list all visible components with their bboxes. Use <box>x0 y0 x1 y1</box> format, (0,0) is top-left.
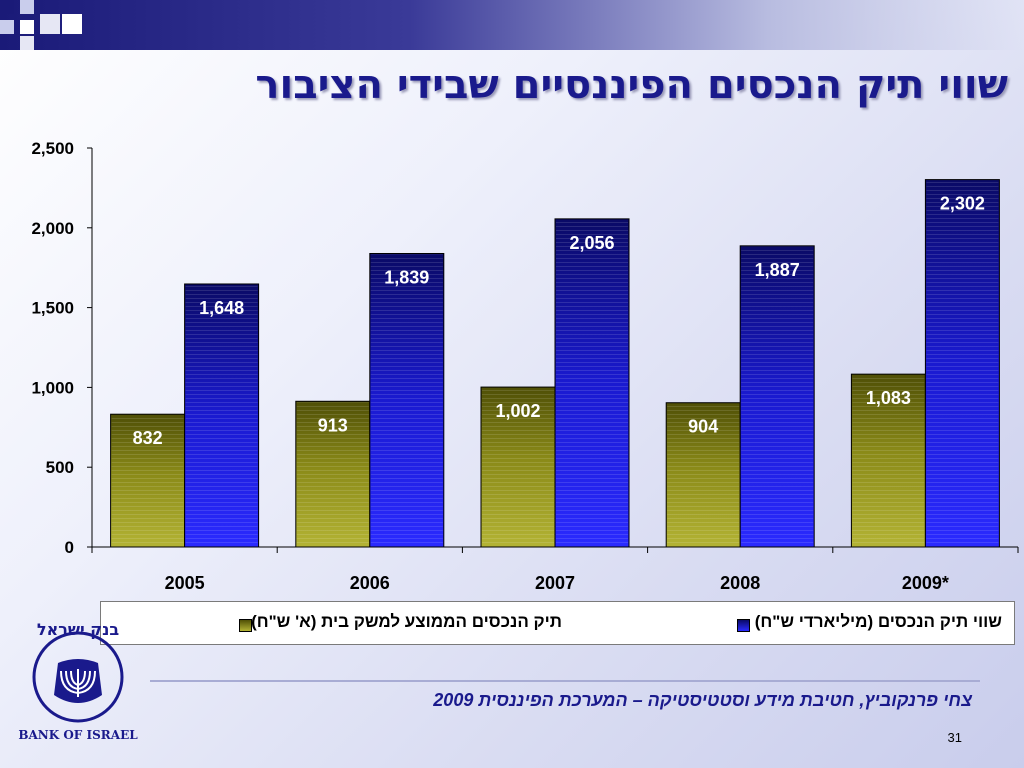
bar-household-texture <box>852 375 925 546</box>
bar-total-texture <box>926 180 999 546</box>
logo-hebrew-text: בנק ישראל <box>37 620 119 639</box>
decor-square <box>0 20 14 34</box>
footer-divider <box>150 680 980 682</box>
bar-household-texture <box>667 403 740 546</box>
decor-square <box>40 14 60 34</box>
bar-total-texture <box>370 254 443 546</box>
bar-chart: 0 500 1,000 1,500 2,000 2,500 2005 832 1,648 200… <box>31 139 1019 593</box>
data-label: 832 <box>133 428 163 448</box>
bank-of-israel-logo: בנק ישראל BANK OF ISRAEL <box>18 615 153 750</box>
x-tick-label: 2009* <box>902 573 949 593</box>
data-label: 913 <box>318 415 348 435</box>
data-label: 2,056 <box>569 233 614 253</box>
bar-total-texture <box>741 246 814 546</box>
data-label: 1,887 <box>755 260 800 280</box>
chart-legend: שווי תיק הנכסים (מיליארדי ש"ח) תיק הנכסי… <box>100 601 1015 645</box>
data-label: 904 <box>688 417 718 437</box>
decor-square <box>62 14 82 34</box>
decor-square <box>20 0 34 14</box>
logo-english-text: BANK OF ISRAEL <box>18 728 138 742</box>
bar-total-texture <box>185 284 258 546</box>
y-tick-label: 1,500 <box>31 299 74 318</box>
y-tick-label: 2,000 <box>31 219 74 238</box>
page-number: 31 <box>947 730 962 745</box>
bar-total-texture <box>556 219 628 546</box>
x-tick-label: 2005 <box>165 573 205 593</box>
bar-household-texture <box>482 388 554 546</box>
y-tick-label: 0 <box>65 538 74 557</box>
slide-footer: צחי פרנקוביץ, חטיבת מידע וסטטיסטיקה – המ… <box>433 690 972 710</box>
x-tick-label: 2007 <box>535 573 575 593</box>
data-label: 1,648 <box>199 298 244 318</box>
data-label: 1,839 <box>384 267 429 287</box>
bar-household-texture <box>296 402 369 546</box>
legend-label-household: תיק הנכסים הממוצע למשק בית (א' ש"ח) <box>251 612 562 631</box>
top-gradient-bar <box>0 0 1024 50</box>
y-tick-label: 2,500 <box>31 139 74 158</box>
x-tick-label: 2008 <box>720 573 760 593</box>
x-tick-label: 2006 <box>350 573 390 593</box>
y-tick-label: 500 <box>46 458 74 477</box>
decor-square <box>20 20 34 34</box>
y-tick-label: 1,000 <box>31 378 74 397</box>
slide-title: שווי תיק הנכסים הפיננסיים שבידי הציבור <box>255 62 1008 108</box>
data-label: 1,083 <box>866 388 911 408</box>
data-label: 1,002 <box>495 401 540 421</box>
decor-square <box>20 36 34 50</box>
bar-household-texture <box>111 415 184 546</box>
legend-label-total: שווי תיק הנכסים (מיליארדי ש"ח) <box>754 612 1002 631</box>
legend-swatch-household <box>239 619 252 632</box>
legend-swatch-total <box>737 619 750 632</box>
decor-square <box>0 0 14 14</box>
data-label: 2,302 <box>940 194 985 214</box>
